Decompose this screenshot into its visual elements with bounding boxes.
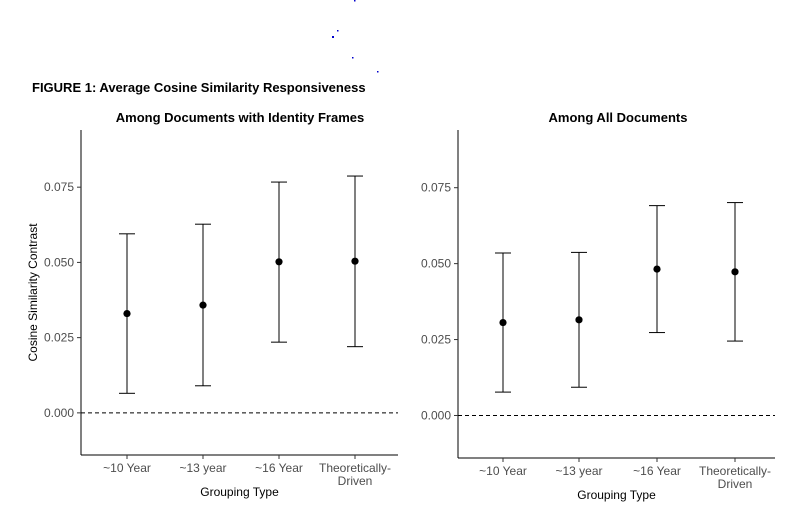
- panel-title: Among Documents with Identity Frames: [116, 110, 364, 125]
- stray-marks: [332, 0, 379, 73]
- y-tick-label: 0.025: [421, 333, 451, 347]
- y-tick-label: 0.075: [44, 180, 74, 194]
- x-tick-label: ~16 Year: [633, 464, 681, 478]
- x-tick-label: ~10 Year: [479, 464, 527, 478]
- x-tick-label: ~13 year: [555, 464, 602, 478]
- x-tick-label: ~13 year: [179, 461, 226, 475]
- x-tick-label: ~16 Year: [255, 461, 303, 475]
- x-axis-title: Grouping Type: [577, 488, 656, 502]
- point-estimate: [499, 318, 507, 327]
- x-tick-label: ~10 Year: [103, 461, 151, 475]
- point-estimate: [653, 265, 661, 273]
- panel-identity-frames: Among Documents with Identity Frames 0.00…: [26, 110, 398, 499]
- point-estimate: [351, 257, 359, 265]
- point-estimate: [275, 258, 283, 266]
- y-axis-title: Cosine Similarity Contrast: [26, 223, 40, 362]
- panel-all-documents: Among All Documents 0.000 0.025 0.050 0.075 ~…: [421, 110, 775, 502]
- x-tick-label: Theoretically-Driven: [319, 461, 391, 488]
- y-tick-label: 0.050: [421, 257, 451, 271]
- panel-title: Among All Documents: [549, 110, 688, 125]
- x-tick-label: Theoretically-Driven: [699, 464, 771, 491]
- point-estimate: [199, 301, 207, 309]
- y-tick-label: 0.025: [44, 331, 74, 345]
- y-tick-label: 0.075: [421, 181, 451, 195]
- y-tick-label: 0.000: [44, 406, 74, 420]
- x-axis-title: Grouping Type: [200, 485, 279, 499]
- point-estimate: [731, 268, 739, 276]
- figure-title: FIGURE 1: Average Cosine Similarity Resp…: [32, 80, 366, 95]
- point-estimate: [123, 309, 131, 318]
- point-estimate: [575, 316, 583, 324]
- y-tick-label: 0.050: [44, 255, 74, 269]
- y-tick-label: 0.000: [421, 408, 451, 422]
